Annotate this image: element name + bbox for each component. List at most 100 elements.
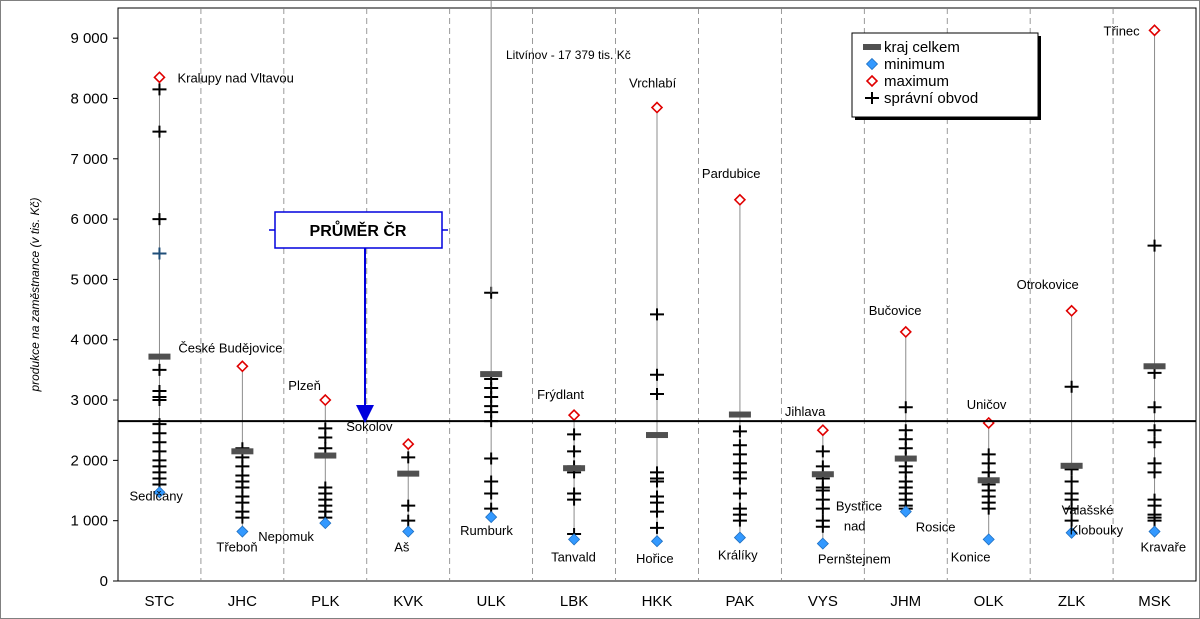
maximum-marker (733, 193, 747, 206)
obvod-marker (815, 445, 830, 458)
obvod-marker (235, 511, 250, 524)
minimum-marker (319, 517, 332, 530)
minimum-label: Sedlčany (129, 488, 183, 503)
obvod-marker (1147, 424, 1162, 437)
maximum-label: Třinec (1104, 23, 1141, 38)
obvod-marker (152, 394, 167, 407)
maximum-label: Frýdlant (537, 387, 584, 402)
kraj-marker (1060, 462, 1083, 469)
minimum-label: Bystřice (836, 499, 882, 514)
legend-symbol-obvod (865, 92, 879, 104)
legend-entry-label: správní obvod (884, 90, 978, 107)
minimum-marker (982, 533, 995, 546)
obvod-marker (1064, 380, 1079, 393)
obvod-marker (1147, 466, 1162, 479)
x-tick-label: HKK (642, 593, 673, 610)
kraj-marker (1143, 363, 1166, 370)
obvod-marker (815, 460, 830, 473)
legend-symbol-maximum (865, 74, 879, 88)
plot-area (117, 7, 1197, 582)
y-tick-label: 9 000 (70, 30, 108, 47)
maximum-marker (153, 71, 166, 84)
obvod-marker (650, 368, 664, 381)
x-tick-label: VYS (808, 593, 838, 610)
obvod-marker (401, 499, 416, 512)
y-tick-label: 6 000 (70, 211, 108, 228)
kraj-marker (811, 471, 834, 478)
minimum-label: Kravaře (1141, 540, 1187, 555)
minimum-label: Nepomuk (258, 529, 314, 544)
y-tick-label: 4 000 (70, 332, 108, 349)
kraj-marker (148, 353, 171, 360)
kraj-marker (977, 477, 1000, 484)
y-tick-label: 8 000 (70, 90, 108, 107)
kraj-marker (646, 432, 668, 439)
y-tick-label: 1 000 (70, 513, 108, 530)
obvod-marker (152, 363, 167, 376)
maximum-label: Pardubice (702, 166, 761, 181)
x-tick-label: STC (144, 593, 174, 610)
x-tick-label: PLK (311, 593, 339, 610)
minimum-label: nad (844, 519, 866, 534)
maximum-label: Jihlava (785, 404, 826, 419)
obvod-marker (732, 487, 747, 500)
obvod-marker (484, 475, 499, 488)
minimum-marker (899, 505, 912, 518)
obvod-marker (567, 428, 582, 441)
legend-box (851, 32, 1039, 118)
maximum-marker (402, 437, 415, 451)
reference-callout-label: PRŮMĚR ČR (310, 220, 407, 240)
obvod-marker (898, 401, 913, 414)
x-tick-label: MSK (1138, 593, 1171, 610)
obvod-marker (152, 125, 167, 138)
obvod-marker (650, 308, 664, 321)
minimum-label: Konice (951, 549, 991, 564)
maximum-label: Bučovice (869, 303, 922, 318)
obvod-marker (732, 514, 747, 527)
obvod-marker (650, 505, 664, 518)
kraj-marker (397, 470, 420, 477)
minimum-marker (568, 533, 581, 546)
obvod-marker (732, 472, 747, 485)
x-tick-label: OLK (974, 593, 1004, 610)
x-tick-label: ULK (477, 593, 506, 610)
legend-entry-label: maximum (884, 73, 949, 90)
minimum-marker (650, 535, 664, 548)
legend-entry-label: minimum (884, 56, 945, 73)
x-tick-label: LBK (560, 593, 588, 610)
maximum-label: České Budějovice (178, 340, 282, 355)
y-tick-label: 0 (100, 573, 108, 590)
obvod-marker (815, 520, 830, 533)
minimum-label: Klobouky (1070, 523, 1124, 538)
maximum-marker (650, 101, 664, 114)
reference-arrow-head (356, 405, 374, 423)
y-tick-label: 5 000 (70, 271, 108, 288)
minimum-marker (816, 537, 829, 550)
minimum-label: Aš (394, 540, 410, 555)
maximum-marker (816, 424, 829, 437)
maximum-label: Sokolov (346, 419, 393, 434)
y-tick-label: 2 000 (70, 452, 108, 469)
x-tick-label: JHM (890, 593, 921, 610)
obvod-marker (401, 451, 416, 464)
obvod-marker (1064, 475, 1079, 488)
minimum-marker (733, 531, 746, 544)
kraj-marker (563, 465, 586, 472)
obvod-marker (401, 514, 416, 527)
maximum-marker (982, 416, 995, 430)
minimum-label: Hořice (636, 551, 674, 566)
obvod-marker (981, 502, 996, 515)
maximum-marker (1148, 24, 1161, 37)
minimum-marker (485, 510, 498, 524)
annotation-litvinov: Litvínov - 17 379 tis. Kč (506, 48, 631, 62)
minimum-marker (153, 486, 166, 499)
kraj-marker (894, 455, 917, 462)
obvod-marker (152, 213, 167, 226)
x-tick-label: JHC (228, 593, 257, 610)
obvod-marker (152, 83, 167, 96)
obvod-marker (815, 502, 830, 515)
maximum-marker (236, 360, 249, 373)
obvod-marker (318, 431, 333, 444)
obvod-marker (484, 452, 499, 465)
minimum-label: Tanvald (551, 549, 596, 564)
